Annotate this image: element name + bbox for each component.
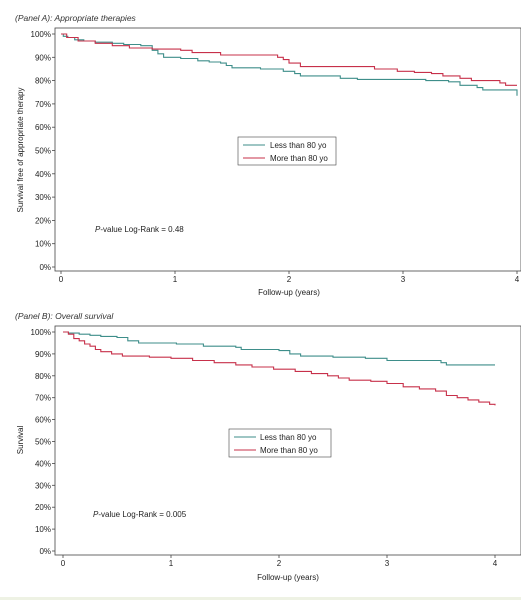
panel-a-y-tick-label: 20%: [35, 216, 51, 225]
panel-b-y-tick-label: 60%: [35, 416, 51, 425]
panel-a-x-tick-label: 2: [287, 275, 292, 284]
panel-b-y-tick-label: 10%: [35, 525, 51, 534]
panel-a-legend: Less than 80 yo More than 80 yo: [237, 136, 337, 166]
panel-b-curves: [63, 331, 496, 406]
panel-b-curve-less-than-80: [63, 331, 495, 366]
panel-a-curve-more-than-80: [61, 33, 517, 86]
panel-a-curves: [61, 33, 518, 96]
panel-b-x-tick-label: 4: [493, 559, 498, 568]
panel-a-y-axis-title: Survival free of appropriate therapy: [16, 88, 25, 213]
panel-b-y-tick-label: 30%: [35, 481, 51, 490]
panel-b-x-tick-label: 1: [169, 559, 174, 568]
panel-b: (Panel B): Overall survival 0% 10% 20% 30% 4…: [15, 311, 521, 582]
panel-b-y-tick-label: 20%: [35, 503, 51, 512]
panel-a-legend-label-less-than-80: Less than 80 yo: [270, 141, 327, 150]
panel-a-legend-label-more-than-80: More than 80 yo: [270, 154, 328, 163]
panel-b-y-tick-label: 50%: [35, 438, 51, 447]
panel-b-y-tick-label: 70%: [35, 394, 51, 403]
panel-b-legend-label-less-than-80: Less than 80 yo: [260, 433, 317, 442]
panel-b-y-axis-title: Survival: [16, 426, 25, 455]
panel-a-x-tick-label: 0: [59, 275, 64, 284]
panel-b-title: (Panel B): Overall survival: [15, 311, 114, 321]
panel-b-y-tick-label: 100%: [31, 328, 51, 337]
panel-a-y-tick-label: 60%: [35, 123, 51, 132]
panel-a-y-tick-label: 70%: [35, 100, 51, 109]
panel-a: (Panel A): Appropriate therapies 0%10%20…: [15, 13, 521, 297]
panel-b-y-tick-label: 90%: [35, 350, 51, 359]
panel-b-legend-label-more-than-80: More than 80 yo: [260, 446, 318, 455]
panel-a-x-axis-title: Follow-up (years): [258, 288, 320, 297]
panel-b-ticks: 0% 10% 20% 30% 40% 50% 60% 70% 80% 90% 100% 0 1 2 3 4: [31, 328, 498, 568]
panel-b-x-axis-title: Follow-up (years): [257, 573, 319, 582]
panel-a-legend-box: [237, 136, 337, 166]
panel-b-y-tick-label: 80%: [35, 372, 51, 381]
bottom-edge-strip: [0, 597, 521, 600]
panel-a-curve-less-than-80: [61, 33, 518, 96]
panel-a-ticks: 0% 10% 20% 30% 40% 50% 60% 70% 80% 90% 100% 0 1 2 3 4: [31, 30, 520, 284]
panel-a-y-tick-label: 100%: [31, 30, 51, 39]
panel-a-y-tick-label: 40%: [35, 170, 51, 179]
panel-a-x-tick-label: 1: [173, 275, 178, 284]
panel-a-y-tick-label: 80%: [35, 77, 51, 86]
panel-a-y-tick-label: 0%: [39, 263, 51, 272]
panel-b-curve-more-than-80: [63, 331, 496, 406]
panel-a-plot-frame: [54, 27, 521, 272]
panel-b-x-tick-label: 3: [385, 559, 390, 568]
panel-a-x-tick-label: 3: [401, 275, 406, 284]
panel-a-y-tick-label: 10%: [35, 240, 51, 249]
panel-b-legend: Less than 80 yo More than 80 yo: [228, 428, 332, 458]
panel-b-y-tick-label: 0%: [39, 547, 51, 556]
panel-a-y-tick-label: 90%: [35, 53, 51, 62]
panel-b-plot-frame: [54, 325, 521, 556]
panel-a-x-tick-label: 4: [515, 275, 520, 284]
panel-b-legend-box: [228, 428, 332, 458]
panel-a-y-tick-label: 50%: [35, 147, 51, 156]
panel-a-y-tick-label: 30%: [35, 193, 51, 202]
panel-b-x-tick-label: 2: [277, 559, 282, 568]
panel-b-x-tick-label: 0: [61, 559, 66, 568]
panel-b-pvalue-annotation: P-value Log-Rank = 0.005: [93, 510, 187, 519]
panel-a-title: (Panel A): Appropriate therapies: [15, 13, 137, 23]
panel-a-pvalue-annotation: P-value Log-Rank = 0.48: [95, 225, 184, 234]
panel-b-y-tick-label: 40%: [35, 459, 51, 468]
